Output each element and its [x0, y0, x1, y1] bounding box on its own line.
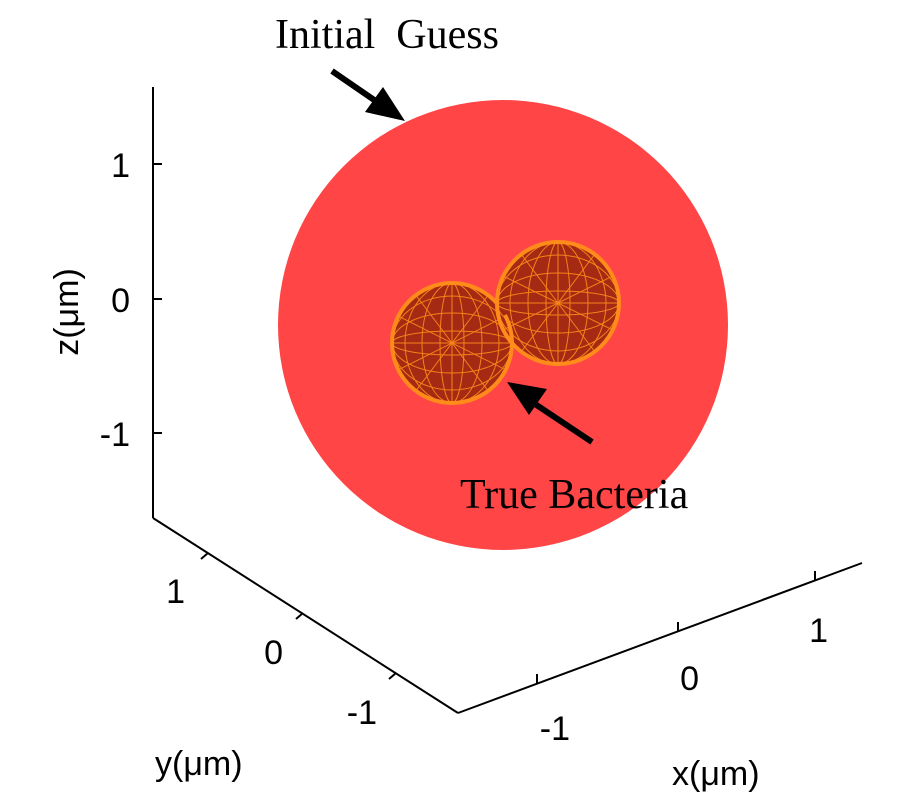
y-axis-line [152, 517, 459, 714]
bacterium-right [495, 240, 621, 366]
z-axis-label: z(μm) [48, 268, 86, 356]
y-tick-label: 1 [166, 573, 185, 611]
initial-guess-label: Initial Guess [275, 12, 499, 58]
axes-lines [152, 87, 863, 714]
x-tick-label: 1 [809, 612, 828, 650]
x-axis-line [457, 562, 863, 714]
x-tick-label: 0 [680, 660, 699, 698]
arrow-initial-guess [330, 68, 405, 121]
x-axis-label: x(μm) [672, 755, 760, 793]
y-tick-label: -1 [347, 694, 377, 732]
z-tick-label: 1 [111, 147, 130, 185]
y-axis-label: y(μm) [155, 745, 243, 783]
z-tick-label: -1 [100, 416, 130, 454]
y-tick-label: 0 [264, 634, 283, 672]
true-bacteria-label: True Bacteria [460, 472, 689, 518]
bacterium-left [390, 281, 514, 405]
x-tick-label: -1 [540, 710, 570, 748]
z-tick-label: 0 [111, 282, 130, 320]
arrow-true-bacteria [507, 382, 594, 445]
